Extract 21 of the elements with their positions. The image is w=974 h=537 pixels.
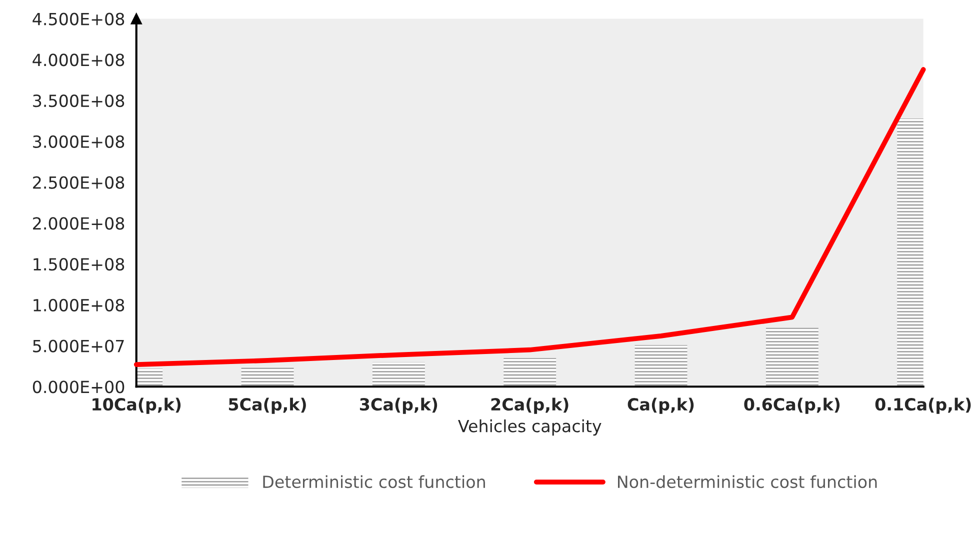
y-tick-label: 2.500E+08 bbox=[33, 176, 124, 189]
legend-label: Deterministic cost function bbox=[263, 475, 485, 488]
y-tick-label: 4.000E+08 bbox=[32, 54, 124, 66]
y-tick-label: 2.000E+08 bbox=[33, 217, 124, 230]
y-tick-label: 3.000E+08 bbox=[33, 135, 124, 148]
x-tick-label: 2Ca(p,k) bbox=[491, 398, 568, 414]
x-tick-label: 0.1Ca(p,k) bbox=[875, 398, 971, 414]
y-tick-label: 5.000E+07 bbox=[33, 340, 124, 352]
x-axis-title: Vehicles capacity bbox=[458, 419, 602, 436]
x-tick-label: 0.6Ca(p,k) bbox=[744, 398, 840, 414]
y-tick-label: 0.000E+00 bbox=[32, 380, 124, 394]
x-tick-label: 3Ca(p,k) bbox=[360, 398, 438, 414]
line-series bbox=[134, 67, 926, 367]
legend-label: Non-deterministic cost function bbox=[618, 475, 877, 488]
y-tick-label: 1.000E+08 bbox=[34, 298, 124, 312]
y-tick-label: 3.500E+08 bbox=[33, 94, 124, 108]
x-tick-label: 10Ca(p,k) bbox=[92, 398, 181, 414]
x-tick-label: 5Ca(p,k) bbox=[228, 398, 306, 414]
x-tick-label: Ca(p,k) bbox=[628, 398, 694, 414]
y-tick-label: 4.500E+08 bbox=[32, 12, 124, 26]
y-tick-label: 1.500E+08 bbox=[34, 258, 124, 271]
